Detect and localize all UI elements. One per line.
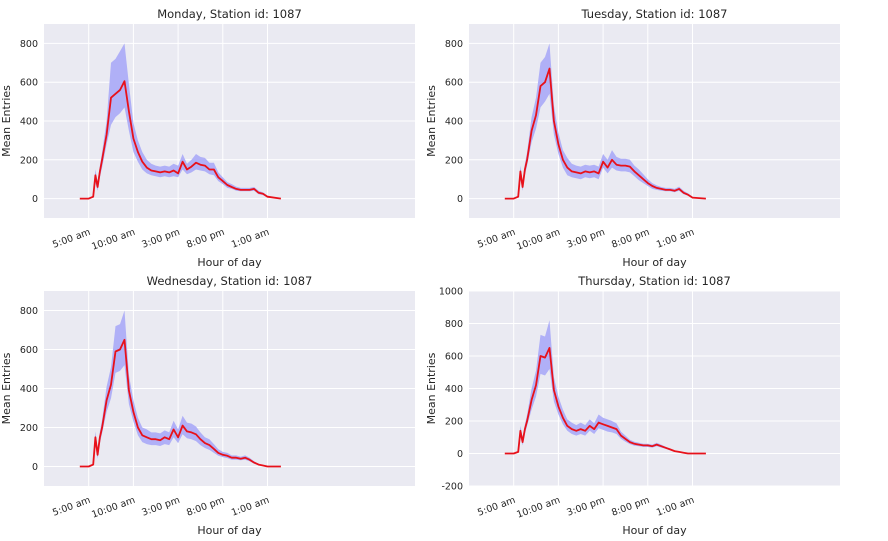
y-tick-label: 200	[20, 423, 38, 434]
x-tick-label: 3:00 pm	[140, 495, 181, 519]
y-tick-label: 200	[445, 155, 463, 166]
chart-title: Thursday, Station id: 1087	[577, 274, 731, 288]
y-tick-label: 400	[20, 117, 38, 128]
x-tick-label: 1:00 am	[230, 495, 271, 519]
x-tick-label: 10:00 am	[515, 495, 562, 521]
x-axis-label: Hour of day	[197, 524, 262, 537]
y-tick-label: 200	[20, 155, 38, 166]
confidence-band	[504, 43, 706, 199]
y-axis-label: Mean Entries	[425, 85, 438, 157]
x-tick-label: 1:00 am	[655, 495, 696, 519]
x-tick-label: 8:00 pm	[185, 227, 226, 251]
y-axis-label: Mean Entries	[0, 352, 13, 424]
mean-line	[79, 338, 281, 468]
x-tick-label: 10:00 am	[515, 227, 562, 253]
x-tick-label: 8:00 pm	[185, 495, 226, 519]
y-tick-label: 800	[445, 39, 463, 50]
mean-line	[504, 67, 706, 200]
x-tick-label: 1:00 am	[230, 227, 271, 251]
x-axis-label: Hour of day	[622, 524, 687, 537]
x-tick-label: 3:00 pm	[565, 227, 606, 251]
y-tick-label: 0	[32, 194, 38, 205]
x-tick-label: 10:00 am	[90, 495, 137, 521]
y-axis-label: Mean Entries	[425, 352, 438, 424]
y-tick-label: 800	[445, 319, 463, 330]
y-tick-label: 400	[445, 384, 463, 395]
x-tick-label: 5:00 am	[476, 495, 517, 519]
x-tick-label: 8:00 pm	[610, 227, 651, 251]
y-tick-label: 200	[445, 417, 463, 428]
y-tick-label: 1000	[439, 287, 463, 298]
x-tick-label: 5:00 am	[476, 227, 517, 251]
chart-title: Wednesday, Station id: 1087	[147, 274, 313, 288]
confidence-band	[79, 310, 281, 467]
chart-title: Monday, Station id: 1087	[157, 7, 302, 21]
y-tick-label: 400	[20, 384, 38, 395]
y-tick-label: 600	[20, 78, 38, 89]
x-tick-label: 3:00 pm	[140, 227, 181, 251]
y-tick-label: 800	[20, 306, 38, 317]
y-tick-label: 0	[457, 449, 463, 460]
y-tick-label: 400	[445, 117, 463, 128]
x-tick-label: 8:00 pm	[610, 495, 651, 519]
y-tick-label: 600	[20, 345, 38, 356]
x-tick-label: 5:00 am	[51, 495, 92, 519]
y-tick-label: 600	[445, 78, 463, 89]
x-axis-label: Hour of day	[622, 256, 687, 269]
chart-title: Tuesday, Station id: 1087	[581, 7, 728, 21]
y-axis-label: Mean Entries	[0, 85, 13, 157]
y-tick-label: 0	[32, 462, 38, 473]
mean-line	[504, 346, 706, 455]
y-tick-label: 0	[457, 194, 463, 205]
y-tick-label: -200	[441, 482, 463, 493]
x-tick-label: 3:00 pm	[565, 495, 606, 519]
y-tick-label: 600	[445, 352, 463, 363]
x-tick-label: 5:00 am	[51, 227, 92, 251]
x-tick-label: 1:00 am	[655, 227, 696, 251]
mean-line	[79, 80, 282, 200]
confidence-band	[504, 320, 706, 454]
x-tick-label: 10:00 am	[90, 227, 137, 253]
x-axis-label: Hour of day	[197, 256, 262, 269]
y-tick-label: 800	[20, 39, 38, 50]
